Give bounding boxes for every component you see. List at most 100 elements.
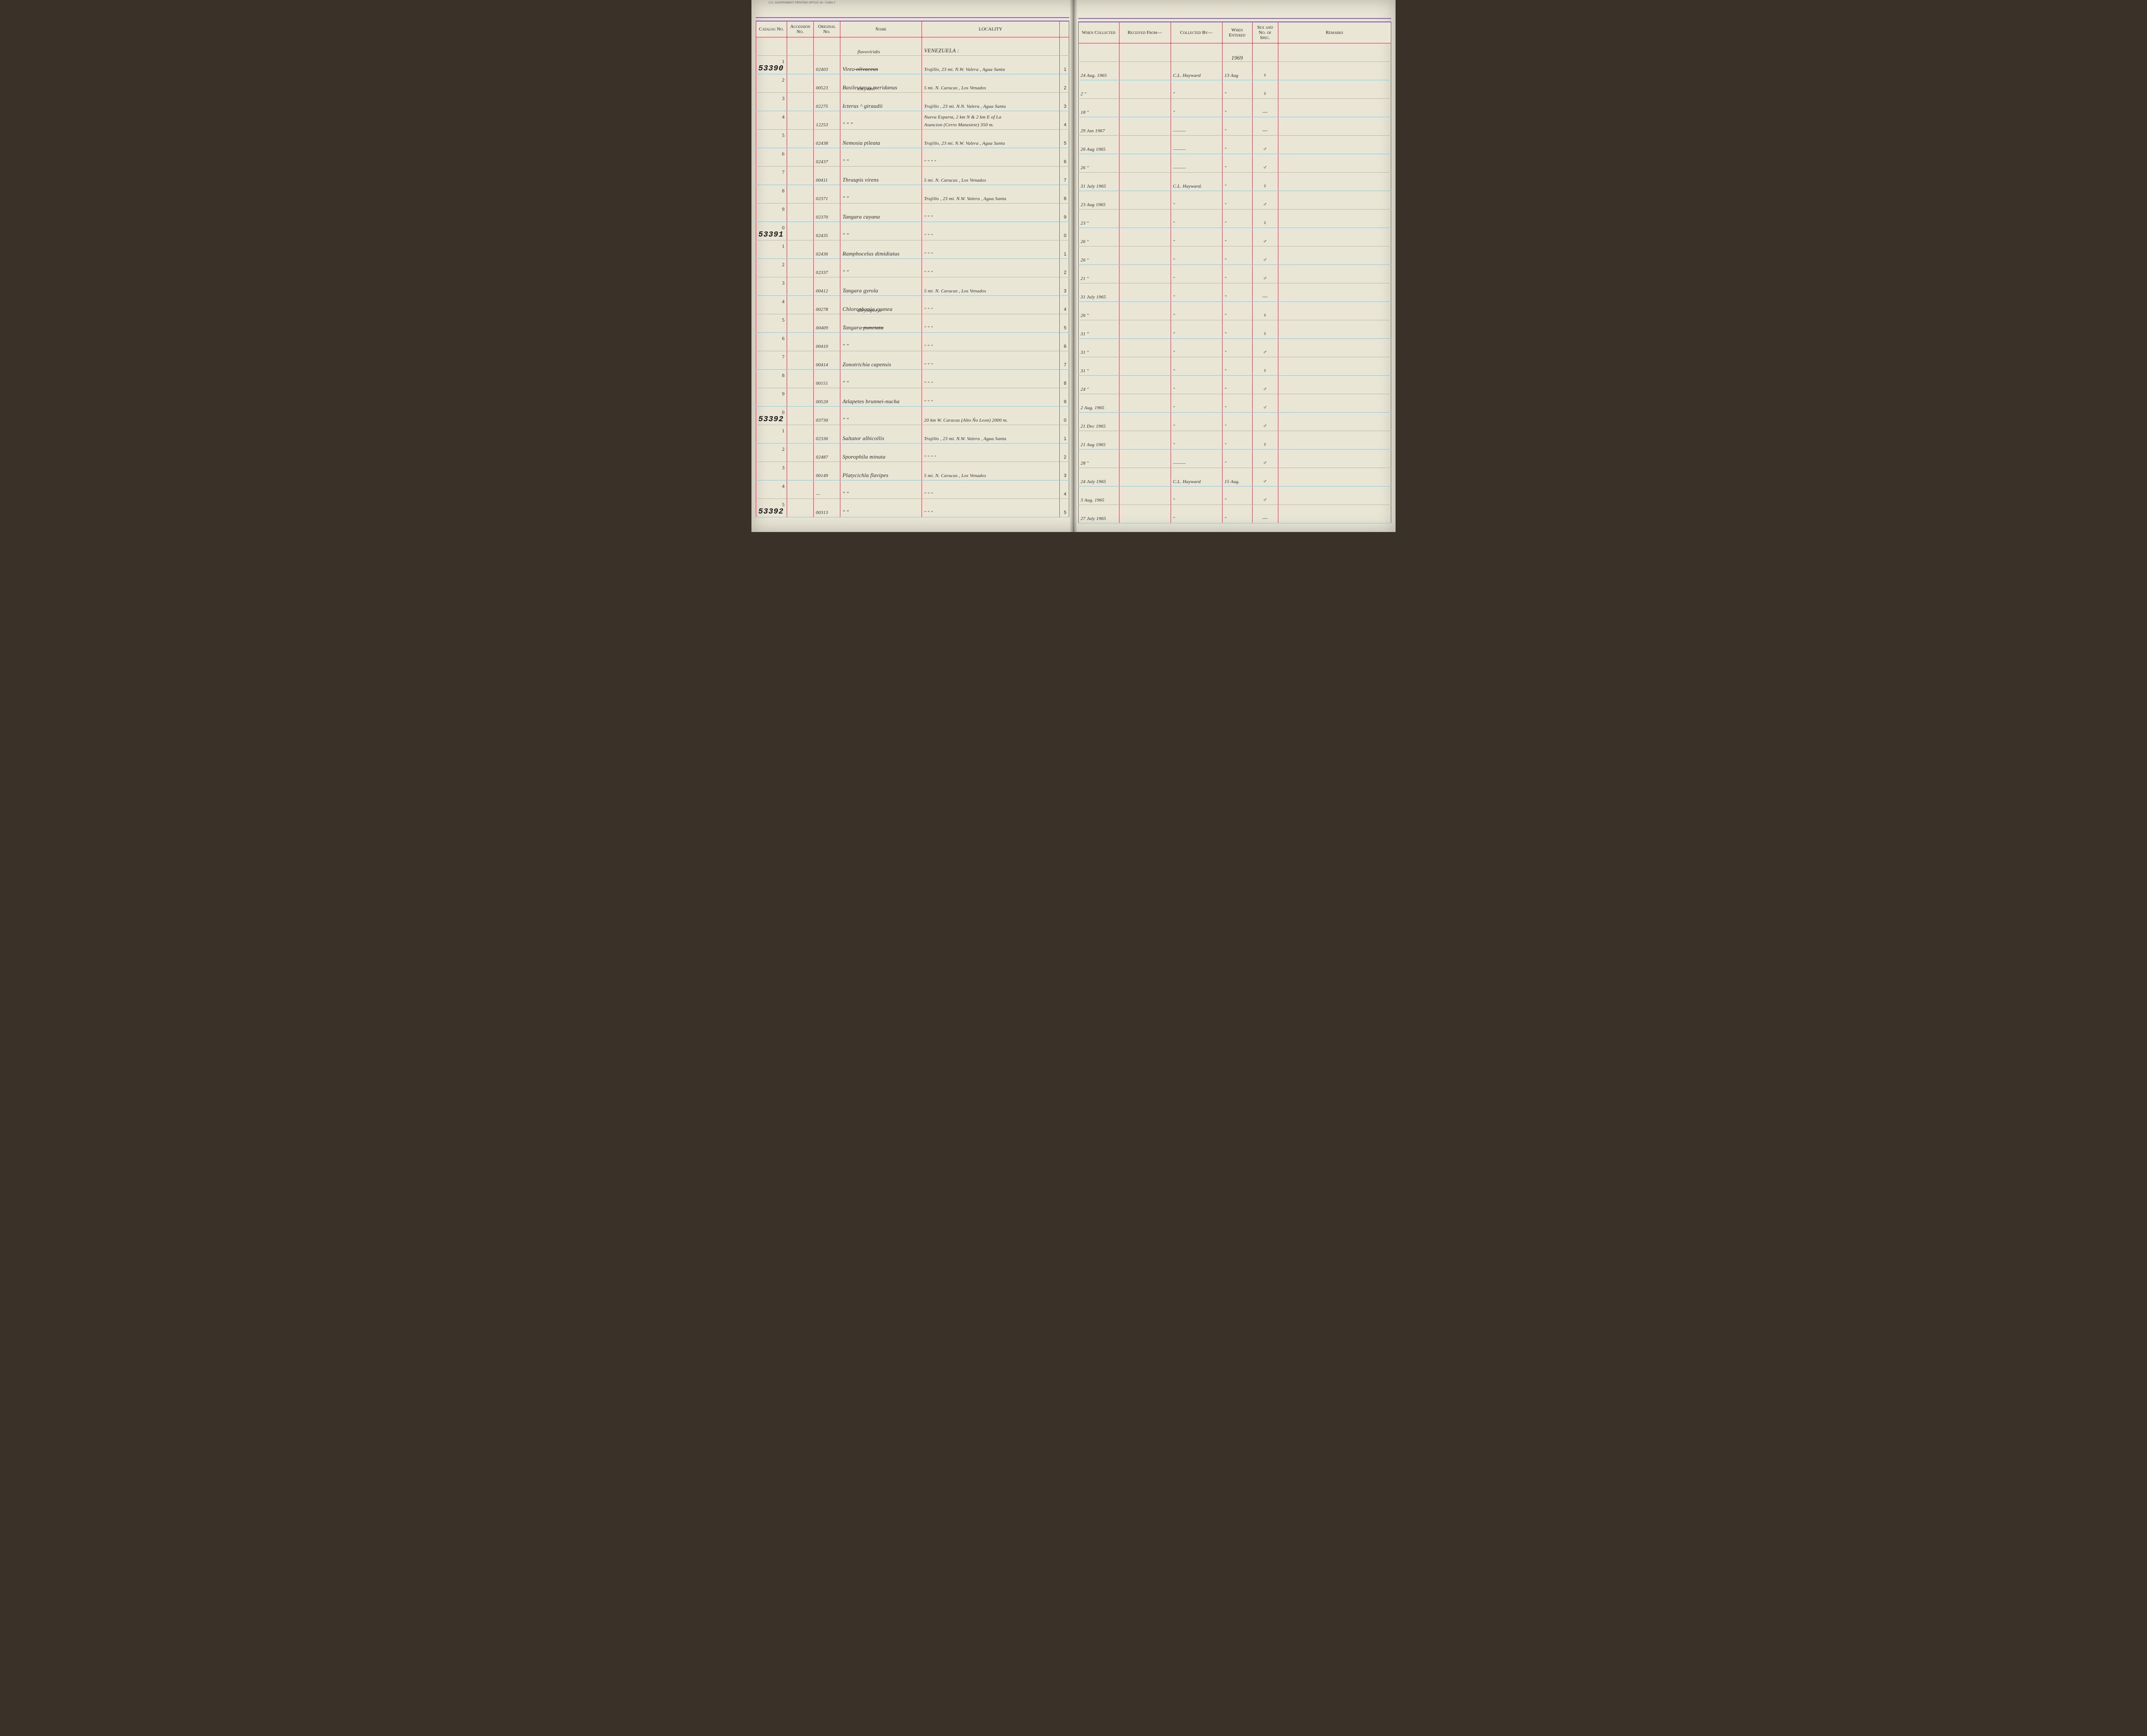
col-collected-by: Collected By— [1171, 22, 1222, 43]
collected-by: ——— [1173, 128, 1186, 134]
original-number: 02371 [816, 196, 828, 201]
table-row: 202487Sporophila minuta" " " "2 [756, 444, 1069, 462]
sex-spec: ♂ [1263, 496, 1267, 503]
sex-spec: ♀ [1263, 367, 1267, 374]
sex-spec: ♂ [1263, 404, 1267, 410]
when-collected: 31 " [1081, 331, 1089, 337]
collected-by: " [1173, 110, 1175, 115]
original-number: 02435 [816, 233, 828, 238]
table-row: 24 July 1965C.L. Hayward15 Aug.♂ [1078, 468, 1391, 486]
top-rule [756, 17, 1069, 21]
original-number: 00412 [816, 289, 828, 294]
species-name: Tangara cayana [842, 213, 880, 220]
catalog-last-digit: 8 [782, 188, 785, 194]
catalog-number-stamp: 53390 [758, 64, 784, 73]
row-number-left: 9 [1064, 399, 1066, 404]
when-entered: " [1225, 295, 1227, 300]
table-row: 802371" "Trujillo , 23 mi. N.W. Valera ,… [756, 185, 1069, 204]
table-row: 3 Aug. 1965""♂ [1078, 486, 1391, 505]
row-number-left: 8 [1064, 381, 1066, 386]
col-sex: Sex and No. of Spec. [1252, 22, 1278, 43]
species-name: " " [842, 232, 849, 238]
when-collected: 18 " [1081, 110, 1089, 115]
table-row: 31 """♂ [1078, 339, 1391, 357]
locality: " " " [924, 270, 933, 275]
species-name-struck: punctata [862, 324, 884, 331]
catalog-last-digit: 9 [782, 206, 785, 213]
catalog-last-digit: 6 [782, 151, 785, 157]
when-collected: 24 Aug. 1965 [1081, 73, 1107, 78]
row-number-left: 4 [1064, 122, 1066, 128]
table-row: 31 July 1965C.L. Hayward."♀ [1078, 173, 1391, 191]
locality: " " " [924, 344, 933, 349]
when-collected: 31 July 1965 [1081, 295, 1106, 300]
when-entered: " [1225, 276, 1227, 281]
species-name: Tangara [842, 324, 862, 331]
sex-spec: ♀ [1263, 312, 1267, 318]
catalog-last-digit: 2 [782, 77, 785, 83]
sex-spec: ♂ [1263, 478, 1267, 484]
collected-by: C.L. Hayward [1173, 479, 1201, 484]
table-row: 21 Dec 1965""♂ [1078, 413, 1391, 431]
species-name: " " " [842, 121, 853, 128]
species-name: " " [842, 490, 849, 497]
catalog-last-digit: 7 [782, 354, 785, 360]
row-number-left: 1 [1064, 252, 1066, 257]
catalog-number-stamp: 53392 [758, 508, 784, 516]
table-row: 302275chrysaterIcterus ^ giraudiiTrujill… [756, 93, 1069, 111]
table-row: 902370Tangara cayana" " "9 [756, 204, 1069, 222]
locality: Trujillo , 23 mi. N.W. Valera , Agua San… [924, 196, 1006, 201]
locality-header-note: VENEZUELA : [924, 47, 959, 54]
table-row: 21 """♂ [1078, 265, 1391, 283]
when-entered: " [1225, 331, 1227, 337]
row-number-left: 5 [1064, 141, 1066, 146]
table-row: 31 """♀ [1078, 357, 1391, 376]
original-number: 02337 [816, 270, 828, 275]
original-number: 00411 [816, 178, 828, 183]
col-count [1059, 21, 1069, 37]
table-row: 502438Nemosia pileataTrujillo, 23 mi. N.… [756, 130, 1069, 148]
original-number: 00313 [816, 510, 828, 515]
ledger-book: U.S. GOVERNMENT PRINTING OFFICE 16—72394… [751, 0, 1396, 532]
collected-by: " [1173, 202, 1175, 207]
locality: 5 mi. N. Caracas , Los Venados [924, 85, 986, 91]
table-row: 900520Atlapetes brunnei-nucha" " "9 [756, 388, 1069, 407]
original-number: 02370 [816, 215, 828, 220]
collected-by: " [1173, 424, 1175, 429]
table-row: 4—" "" " "4 [756, 480, 1069, 499]
original-number: 00151 [816, 381, 828, 386]
when-entered: " [1225, 147, 1227, 152]
sex-spec: ♂ [1263, 459, 1267, 466]
locality: Trujillo , 23 mi. N.N. Valera , Agua San… [924, 104, 1006, 109]
sex-spec: ♂ [1263, 146, 1267, 152]
original-number: 00410 [816, 344, 828, 349]
catalog-last-digit: 3 [782, 95, 785, 102]
table-row: 2 Aug. 1965""♂ [1078, 394, 1391, 413]
year-entered: 1969 [1225, 55, 1250, 61]
locality: " " " [924, 381, 933, 386]
locality: " " " [924, 492, 933, 497]
when-collected: 31 July 1965 [1081, 184, 1106, 189]
catalog-last-digit: 0 [782, 409, 785, 416]
top-rule [1078, 18, 1392, 22]
species-name: " " [842, 417, 849, 423]
catalog-last-digit: 1 [782, 243, 785, 249]
locality: Trujillo, 23 mi. N.W. Valera , Agua Sant… [924, 141, 1005, 146]
table-row: 2 """♀ [1078, 80, 1391, 99]
left-page: U.S. GOVERNMENT PRINTING OFFICE 16—72394… [751, 0, 1074, 532]
collected-by: " [1173, 516, 1175, 521]
locality: " " " [924, 215, 933, 220]
row-number-left: 6 [1064, 159, 1066, 164]
row-number-left: 3 [1064, 289, 1066, 294]
locality: " " " " [924, 455, 936, 460]
when-collected: 21 Dec 1965 [1081, 424, 1106, 429]
species-name: Sporophila minuta [842, 453, 885, 460]
col-remarks: Remarks [1278, 22, 1391, 43]
table-row: 26 """♂ [1078, 246, 1391, 265]
catalog-last-digit: 1 [782, 58, 785, 65]
table-row: 24 """♂ [1078, 376, 1391, 394]
row-number-left: 0 [1064, 233, 1066, 238]
table-row: 31 July 1965""— [1078, 283, 1391, 302]
sex-spec: ♂ [1263, 238, 1267, 244]
row-number-left: 7 [1064, 178, 1066, 183]
